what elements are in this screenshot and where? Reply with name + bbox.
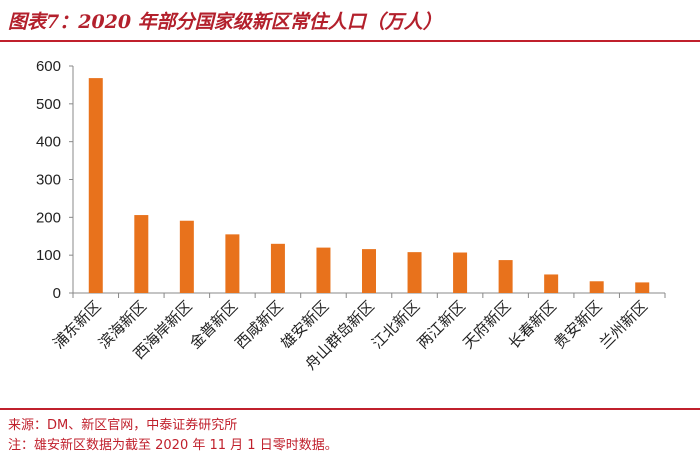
bar bbox=[270, 243, 285, 293]
bar bbox=[134, 215, 149, 293]
bar bbox=[498, 260, 513, 293]
bar-chart: 0100200300400500600浦东新区滨海新区西海岸新区金普新区西咸新区… bbox=[36, 58, 666, 373]
x-tick-label: 江北新区 bbox=[368, 297, 423, 352]
bar bbox=[407, 252, 422, 293]
x-tick-label: 两江新区 bbox=[414, 297, 469, 352]
bar bbox=[362, 249, 376, 293]
bar bbox=[453, 252, 468, 293]
bar bbox=[316, 247, 331, 293]
y-tick-label: 400 bbox=[36, 134, 61, 151]
x-tick-label: 长春新区 bbox=[505, 297, 560, 352]
x-tick-label: 贵安新区 bbox=[550, 297, 605, 352]
bar bbox=[88, 78, 103, 294]
y-tick-label: 0 bbox=[53, 285, 61, 302]
bar bbox=[589, 281, 604, 293]
x-tick-label: 天府新区 bbox=[459, 297, 514, 352]
bar bbox=[225, 234, 240, 293]
title-rule bbox=[0, 40, 700, 42]
y-tick-label: 500 bbox=[36, 96, 61, 113]
footnote: 注：雄安新区数据为截至 2020 年 11 月 1 日零时数据。 bbox=[8, 438, 338, 453]
footer-rule bbox=[0, 408, 700, 410]
x-tick-label: 金普新区 bbox=[186, 297, 241, 352]
bar bbox=[544, 274, 559, 293]
y-tick-label: 600 bbox=[36, 58, 61, 75]
y-tick-label: 200 bbox=[36, 209, 61, 226]
source-note: 来源：DM、新区官网，中泰证券研究所 bbox=[8, 418, 238, 433]
x-tick-label: 兰州新区 bbox=[596, 297, 651, 352]
x-tick-label: 西咸新区 bbox=[232, 297, 287, 352]
bar bbox=[635, 282, 650, 293]
bar bbox=[179, 220, 194, 293]
chart-title: 图表7：2020 年部分国家级新区常住人口（万人） bbox=[8, 11, 442, 33]
y-tick-label: 100 bbox=[36, 247, 61, 264]
x-tick-label: 浦东新区 bbox=[49, 297, 104, 352]
y-tick-label: 300 bbox=[36, 172, 61, 189]
